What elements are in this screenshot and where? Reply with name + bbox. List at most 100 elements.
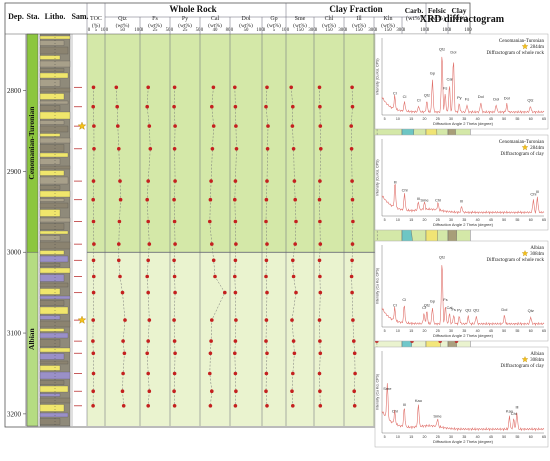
data-point	[92, 242, 96, 246]
data-point	[349, 274, 354, 279]
data-point	[91, 219, 96, 224]
data-point	[352, 404, 357, 408]
xrd-star-icon	[521, 43, 529, 50]
data-point	[233, 404, 238, 408]
data-point	[264, 371, 269, 376]
xrd-x-tick-label: 25	[436, 117, 440, 121]
xrd-y-label: Intensity (Cu Kα, CPS)	[376, 58, 380, 94]
lithology-layer	[39, 202, 69, 209]
xrd-x-tick-label: 65	[542, 435, 546, 439]
data-point	[291, 104, 295, 109]
data-point	[173, 290, 177, 295]
data-point	[146, 258, 150, 263]
xrd-peak-label: Qtz	[439, 254, 445, 259]
lithology-layer	[39, 288, 61, 295]
column-header-unit: (wt%)	[116, 22, 130, 29]
depth-header: Dep.	[8, 12, 24, 21]
data-point	[265, 290, 269, 295]
data-point	[318, 339, 322, 343]
data-point	[266, 124, 270, 128]
data-point	[317, 371, 322, 376]
data-point	[173, 242, 177, 246]
data-point	[208, 404, 213, 408]
data-point	[117, 147, 121, 151]
data-point	[121, 371, 125, 376]
data-point	[148, 147, 153, 151]
xrd-x-tick-label: 55	[515, 218, 519, 222]
data-point	[145, 104, 149, 109]
data-point	[147, 242, 152, 246]
data-point	[91, 179, 96, 183]
data-point	[294, 290, 298, 295]
xrd-diffractogram-label: Diffractogram of clay	[501, 152, 545, 157]
data-point	[121, 339, 125, 343]
sample-header: Sam.	[71, 12, 88, 21]
xrd-plot-frame	[374, 33, 549, 130]
xrd-x-tick-label: 30	[449, 117, 453, 121]
data-point	[350, 197, 355, 202]
lithology-layer	[39, 353, 65, 360]
xrd-peak-label: Cl	[393, 90, 397, 95]
column-tick-label: 0	[287, 28, 290, 33]
data-point	[209, 339, 213, 343]
lithology-layer	[39, 315, 61, 320]
xrd-x-tick-label: 5	[384, 218, 386, 222]
xrd-peak-label: Qtz	[424, 93, 430, 98]
data-point	[290, 318, 294, 322]
xrd-peak-label: Qtz	[473, 307, 479, 312]
xrd-x-tick-label: 40	[476, 117, 480, 121]
data-point	[145, 351, 149, 356]
data-point	[145, 274, 149, 279]
data-point	[265, 404, 269, 408]
column-header-name: Fs	[152, 16, 158, 22]
xrd-x-tick-label: 50	[502, 435, 506, 439]
column-tick-label: 5	[95, 28, 98, 33]
xrd-peak-label: Dol	[493, 96, 499, 101]
xrd-curve	[381, 56, 545, 115]
xrd-x-tick-label: 5	[384, 117, 386, 121]
xrd-peak-label: Sme	[420, 197, 429, 202]
column-header-unit: (wt%)	[178, 22, 192, 29]
data-point	[121, 404, 126, 408]
xrd-x-tick-label: 35	[462, 435, 466, 439]
data-point	[233, 197, 237, 202]
data-point	[292, 351, 297, 356]
data-point	[210, 104, 214, 109]
litho-header: Litho.	[45, 12, 66, 21]
data-point	[265, 351, 269, 356]
xrd-x-tick-label: 20	[422, 329, 426, 333]
depth-tick-label: 3000	[7, 249, 22, 257]
data-point	[293, 242, 298, 246]
xrd-x-tick-label: 15	[409, 117, 413, 121]
data-point	[318, 219, 322, 224]
xrd-peak-label: Dol	[504, 96, 510, 101]
xrd-peak-label: Ill	[417, 196, 420, 201]
data-point	[208, 371, 212, 376]
data-point	[233, 104, 238, 109]
data-point	[172, 274, 177, 279]
xrd-x-tick-label: 30	[449, 329, 453, 333]
column-header-name: Clay	[452, 6, 467, 15]
xrd-x-tick-label: 25	[436, 329, 440, 333]
lithology-layer	[39, 120, 65, 125]
xrd-peak-label: Gp	[430, 70, 436, 75]
xrd-x-tick-label: 10	[396, 329, 400, 333]
data-point	[264, 104, 268, 109]
data-point	[147, 389, 152, 394]
column-tick-label: 0	[88, 28, 91, 33]
column-tick-label: 10	[282, 28, 287, 33]
xrd-peak-label: Qtz	[439, 46, 445, 51]
data-point	[234, 242, 238, 246]
data-point	[318, 104, 322, 109]
xrd-plot-frame	[374, 346, 549, 448]
column-tick-label: 80	[226, 28, 231, 33]
data-point	[91, 371, 96, 376]
xrd-peak-label: Cal	[446, 76, 452, 81]
lithology-layer	[39, 412, 69, 418]
sample-star-icon	[77, 315, 87, 324]
lithology-layer	[39, 385, 69, 393]
data-point	[264, 318, 269, 322]
data-point	[146, 85, 150, 90]
lithology-layer	[39, 55, 61, 60]
